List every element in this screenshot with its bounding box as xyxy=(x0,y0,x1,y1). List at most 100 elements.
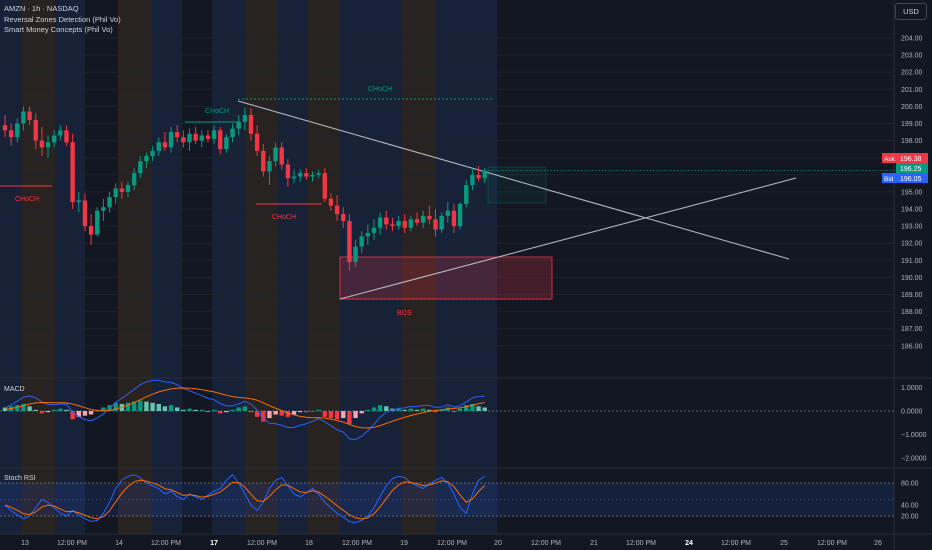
candle-body xyxy=(21,111,26,124)
svg-text:Ask: Ask xyxy=(884,156,896,163)
candle-body xyxy=(267,161,272,172)
indicator-reversal-zones[interactable]: Reversal Zones Detection (Phil Vo) xyxy=(4,15,121,24)
macd-histogram-bar xyxy=(316,409,321,411)
stoch-rsi-pane[interactable] xyxy=(0,474,894,524)
macd-histogram-bar xyxy=(193,409,198,411)
candle-body xyxy=(328,198,334,206)
price-tick-label: 199.00 xyxy=(901,121,923,128)
candle-body xyxy=(199,135,204,141)
svg-text:196.38: 196.38 xyxy=(900,156,922,163)
macd-histogram-bar xyxy=(285,411,291,417)
reversal-zone-band xyxy=(55,0,85,534)
candle-body xyxy=(291,176,297,179)
time-tick-label: 13 xyxy=(21,540,29,547)
time-tick-label: 12:00 PM xyxy=(817,540,847,547)
candle-body xyxy=(334,205,340,215)
candle-body xyxy=(88,226,94,235)
macd-histogram-bar xyxy=(402,409,407,411)
macd-histogram-bar xyxy=(377,405,383,411)
time-tick-label: 20 xyxy=(494,540,502,547)
candles-series[interactable] xyxy=(2,106,894,271)
candle-body xyxy=(150,150,155,156)
descending-trendline[interactable] xyxy=(237,100,790,260)
time-axis[interactable]: 13 12:00 PM 14 12:00 PM 17 12:00 PM 18 12:00 PM… xyxy=(21,540,882,547)
stoch-band xyxy=(0,483,894,516)
candle-body xyxy=(279,147,284,165)
candle-body xyxy=(402,220,407,228)
stoch-tick-label: 40.00 xyxy=(901,503,919,510)
macd-histogram-bar xyxy=(58,408,63,411)
candle-body xyxy=(76,200,81,203)
candle-body xyxy=(8,130,14,138)
candle-body xyxy=(218,130,223,150)
time-tick-label: 19 xyxy=(400,540,408,547)
time-tick-label: 12:00 PM xyxy=(57,540,87,547)
price-tick-label: 189.00 xyxy=(901,292,923,299)
candle-body xyxy=(304,173,309,177)
smc-zones xyxy=(0,98,553,300)
macd-pane[interactable] xyxy=(0,379,894,440)
candle-body xyxy=(131,173,137,186)
macd-histogram-bar xyxy=(334,411,340,420)
macd-histogram-bar xyxy=(113,402,118,411)
macd-tick-label: 0.0000 xyxy=(901,409,923,416)
candle-body xyxy=(113,188,118,198)
candle-body xyxy=(310,174,315,177)
price-tick-label: 193.00 xyxy=(901,224,923,231)
candle-body xyxy=(390,224,395,227)
candle-body xyxy=(248,114,254,134)
indicator-smart-money[interactable]: Smart Money Concepts (Phil Vo) xyxy=(4,25,113,34)
macd-histogram-bar xyxy=(168,405,174,411)
candle-body xyxy=(273,147,278,162)
price-tick-label: 191.00 xyxy=(901,258,923,265)
candle-body xyxy=(384,217,389,225)
macd-histogram-bar xyxy=(384,406,389,411)
candle-body xyxy=(341,214,346,221)
macd-histogram-bar xyxy=(45,411,51,413)
candle-body xyxy=(433,219,438,230)
candle-body xyxy=(261,150,266,172)
svg-text:196.05: 196.05 xyxy=(900,176,922,183)
macd-histogram-bar xyxy=(322,411,327,417)
macd-histogram-bar xyxy=(310,411,315,412)
macd-histogram-bar xyxy=(261,411,266,422)
candle-body xyxy=(236,121,241,129)
candle-body xyxy=(377,217,383,228)
ascending-trendline[interactable] xyxy=(339,177,797,300)
last-price-tag: 196.25 xyxy=(896,163,928,173)
currency-button[interactable]: USD xyxy=(895,3,927,20)
symbol-header[interactable]: AMZN · 1h · NASDAQ xyxy=(4,4,79,13)
candle-body xyxy=(470,174,475,186)
choch-mid-label: CHoCH xyxy=(205,108,229,115)
candle-body xyxy=(64,130,69,143)
candle-body xyxy=(439,215,444,230)
macd-histogram-bar xyxy=(242,406,248,411)
macd-histogram-bar xyxy=(365,409,371,411)
trendlines[interactable] xyxy=(237,100,797,300)
macd-histogram-bar xyxy=(156,403,161,411)
candle-body xyxy=(242,114,248,122)
reversal-zone-band xyxy=(308,0,340,534)
price-tick-label: 187.00 xyxy=(901,326,923,333)
macd-histogram-bar xyxy=(144,401,149,411)
signal-line xyxy=(4,387,485,429)
macd-histogram-bar xyxy=(482,407,487,411)
macd-histogram-bar xyxy=(131,401,137,411)
time-tick-label: 12:00 PM xyxy=(626,540,656,547)
price-axis[interactable]: 204.00 203.00 202.00 201.00 200.00 199.00 198.… xyxy=(901,36,927,521)
macd-histogram-bar xyxy=(371,407,377,411)
macd-histogram-bar xyxy=(162,406,168,411)
macd-histogram-bar xyxy=(236,407,241,411)
bos-demand-zone xyxy=(339,256,553,300)
macd-histogram-bar xyxy=(304,411,309,413)
candle-body xyxy=(482,170,487,179)
candle-body xyxy=(39,140,45,148)
candle-body xyxy=(27,111,32,121)
macd-histogram-bar xyxy=(88,411,94,415)
time-tick-label: 12:00 PM xyxy=(531,540,561,547)
macd-histogram-bar xyxy=(218,411,223,414)
time-tick-label: 14 xyxy=(115,540,123,547)
time-tick-label: 24 xyxy=(685,540,693,547)
macd-histogram-bar xyxy=(298,411,303,413)
